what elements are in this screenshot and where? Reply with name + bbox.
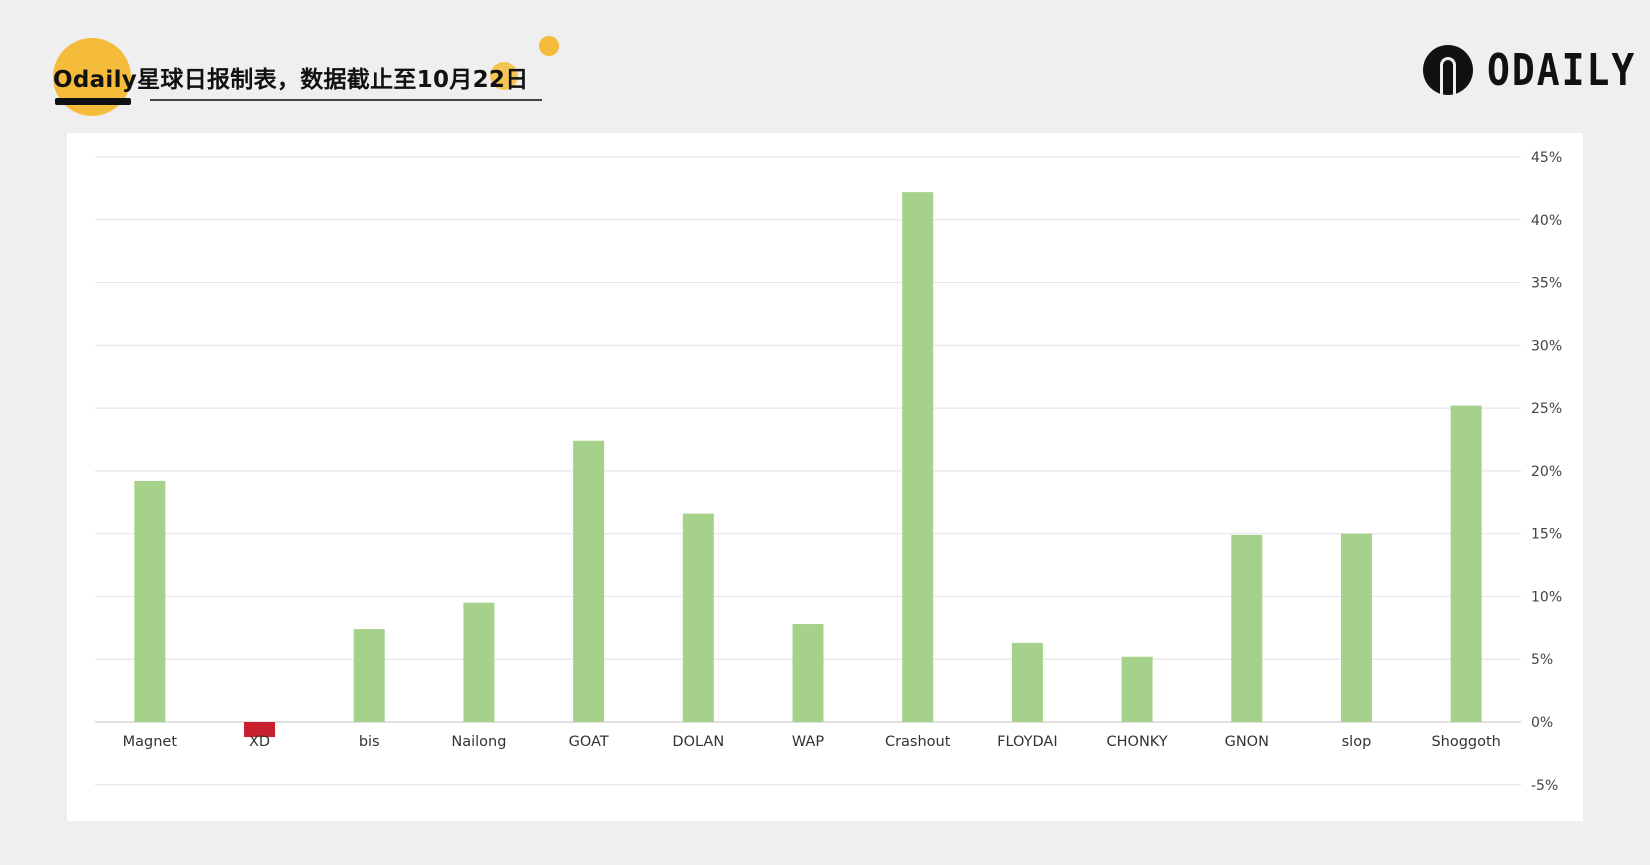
odaily-logo-icon xyxy=(1423,45,1473,95)
bar-gnon xyxy=(1231,534,1263,722)
bar-crashout xyxy=(902,192,934,723)
y-tick-label: 5% xyxy=(1531,652,1553,668)
bar-wap xyxy=(792,624,824,722)
y-tick-label: -5% xyxy=(1531,778,1558,794)
bar-dolan xyxy=(682,513,714,722)
y-tick-label: 15% xyxy=(1531,527,1562,543)
x-tick-label: CHONKY xyxy=(1107,734,1168,750)
x-tick-label: Crashout xyxy=(885,734,951,750)
bar-chonky xyxy=(1121,656,1153,722)
y-tick-label: 20% xyxy=(1531,464,1562,480)
x-tick-label: Nailong xyxy=(451,734,506,750)
bar-magnet xyxy=(134,480,166,722)
x-tick-label: DOLAN xyxy=(672,734,724,750)
title-underline xyxy=(150,99,542,101)
bar-slop xyxy=(1340,533,1372,722)
bar-chart: 45% 40% 35% 30% 25% 20% 15% 10% 5% 0% -5% Magnet XD b… xyxy=(95,150,1562,794)
y-tick-label: 0% xyxy=(1531,715,1553,731)
x-tick-label: WAP xyxy=(792,734,824,750)
y-tick-label: 25% xyxy=(1531,401,1562,417)
y-tick-label: 40% xyxy=(1531,213,1562,229)
x-tick-label: slop xyxy=(1342,734,1372,750)
bar-shoggoth xyxy=(1450,405,1482,722)
decorative-dot xyxy=(490,62,518,90)
bar-bis xyxy=(353,629,385,722)
title-accent-bar xyxy=(55,98,131,105)
x-tick-label: GOAT xyxy=(569,734,609,750)
logo-text: ODAILY xyxy=(1487,44,1637,96)
bar-goat xyxy=(573,440,605,722)
page-title: Odaily星球日报制表，数据截止至10月22日 xyxy=(53,67,529,93)
x-tick-label: bis xyxy=(359,734,380,750)
y-tick-label: 30% xyxy=(1531,338,1562,354)
chart-card: 45% 40% 35% 30% 25% 20% 15% 10% 5% 0% -5% Magnet XD b… xyxy=(67,133,1583,821)
x-tick-label: GNON xyxy=(1225,734,1269,750)
bar-xd xyxy=(244,722,276,738)
decorative-dot xyxy=(539,36,559,56)
y-tick-label: 10% xyxy=(1531,589,1562,605)
x-tick-label: Magnet xyxy=(123,734,178,750)
bar-nailong xyxy=(463,602,495,722)
y-tick-label: 35% xyxy=(1531,276,1562,292)
y-tick-label: 45% xyxy=(1531,150,1562,166)
x-tick-label: Shoggoth xyxy=(1431,734,1500,750)
bar-floydai xyxy=(1011,642,1043,722)
x-tick-label: XD xyxy=(249,734,270,750)
odaily-logo: ODAILY xyxy=(1423,45,1636,95)
x-tick-label: FLOYDAI xyxy=(997,734,1058,750)
